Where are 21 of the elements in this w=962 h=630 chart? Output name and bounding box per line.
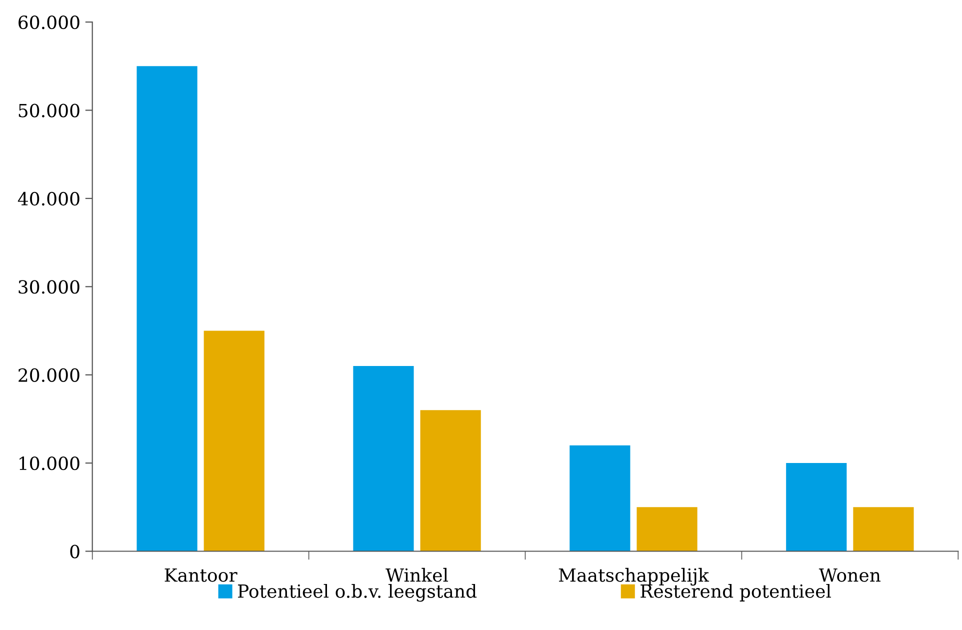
x-tick-label: Kantoor — [164, 568, 238, 582]
bar — [353, 366, 414, 552]
bar — [786, 463, 847, 552]
legend-label: Potentieel o.b.v. leegstand — [238, 584, 477, 602]
y-tick-label: 50.000 — [18, 104, 80, 118]
bar — [636, 507, 698, 552]
y-tick-label: 20.000 — [18, 368, 80, 382]
x-tick-label: Winkel — [386, 568, 448, 582]
legend-label: Resterend potentieel — [640, 584, 831, 602]
bar — [570, 445, 630, 552]
x-tick-label: Maatschappelijk — [558, 568, 710, 586]
bar — [136, 66, 198, 552]
bar — [853, 507, 914, 552]
bar — [204, 330, 264, 552]
y-tick-label: 0 — [70, 544, 80, 558]
y-tick-label: 60.000 — [18, 16, 80, 30]
y-tick-label: 10.000 — [20, 456, 80, 470]
y-tick-label: 40.000 — [18, 192, 80, 206]
bar — [420, 410, 481, 552]
y-tick-label: 30.000 — [18, 280, 80, 294]
x-tick-label: Wonen — [818, 568, 880, 582]
